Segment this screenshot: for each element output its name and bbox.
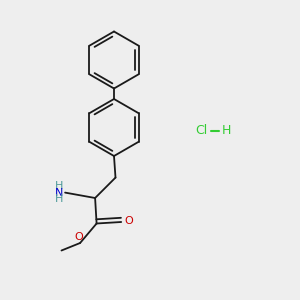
Text: H: H — [55, 194, 63, 204]
Text: O: O — [125, 216, 134, 226]
Text: Cl: Cl — [195, 124, 207, 137]
Text: H: H — [55, 181, 63, 191]
Text: H: H — [221, 124, 231, 137]
Text: O: O — [74, 232, 83, 242]
Text: N: N — [55, 188, 63, 198]
